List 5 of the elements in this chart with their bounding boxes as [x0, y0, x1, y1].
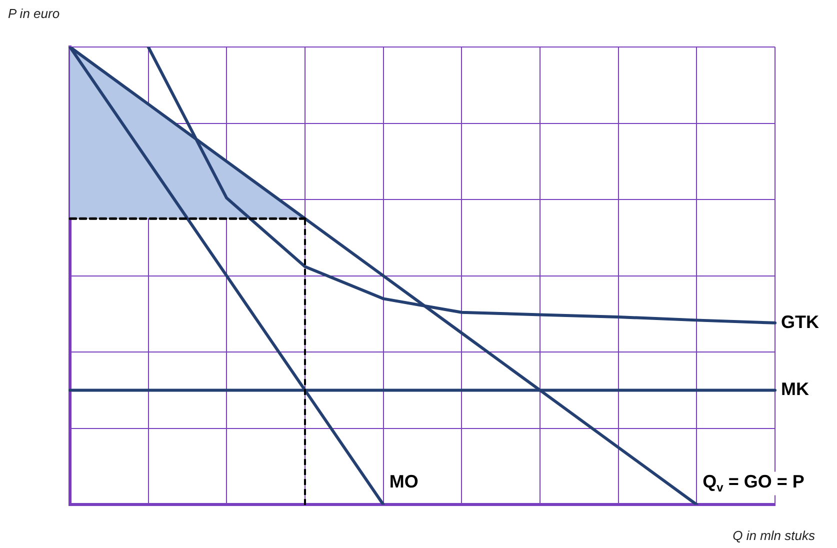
series-label: MO — [389, 472, 418, 492]
y-axis-title: P in euro — [8, 6, 60, 21]
x-axis-title: Q in mln stuks — [732, 528, 815, 543]
series-label: MK — [781, 379, 809, 400]
series-label: GTK — [781, 312, 819, 332]
